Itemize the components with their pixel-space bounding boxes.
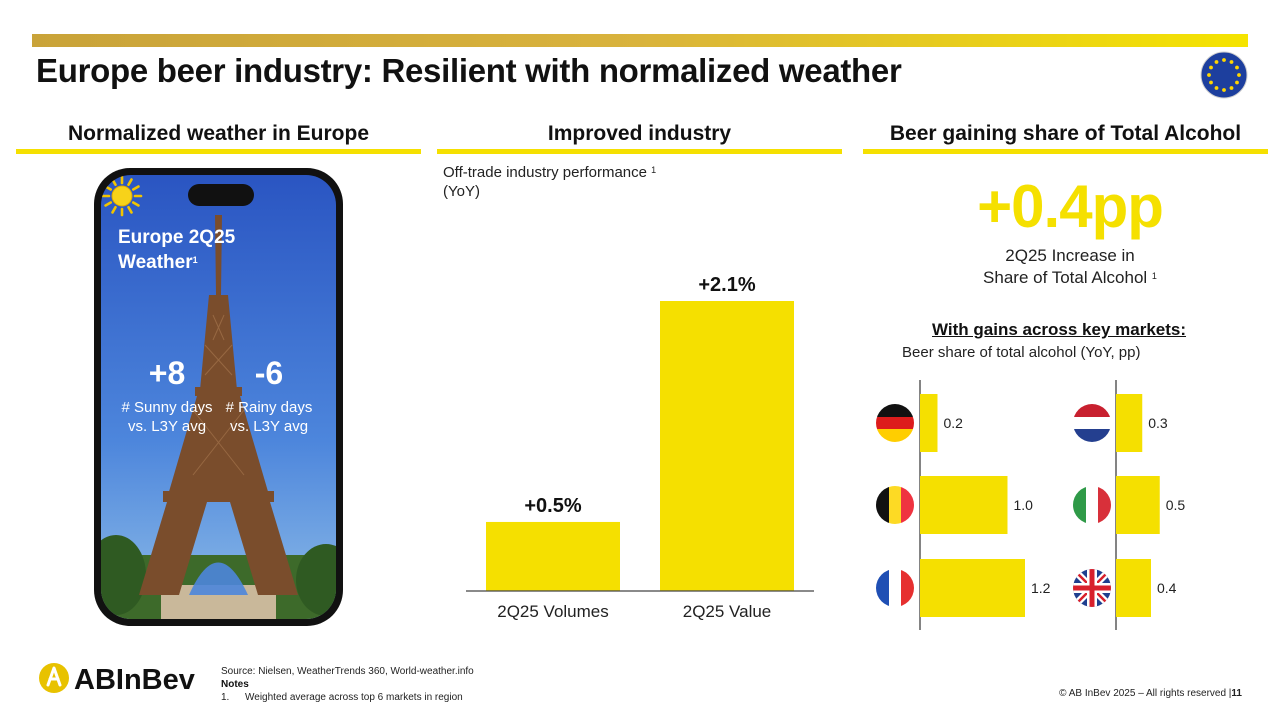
eu-star xyxy=(1237,73,1241,77)
eu-star xyxy=(1209,80,1213,85)
section-title-weather: Normalized weather in Europe xyxy=(67,122,370,145)
page-title: Europe beer industry: Resilient with nor… xyxy=(36,52,902,89)
uk-flag-icon xyxy=(1073,569,1111,607)
svg-text:ABInBev: ABInBev xyxy=(74,664,195,696)
eu-star xyxy=(1235,80,1239,85)
section-rule-industry xyxy=(437,149,842,154)
section-title-industry: Improved industry xyxy=(547,122,732,145)
rainy-days-value: -6 xyxy=(254,355,284,391)
gains-title: With gains across key markets: xyxy=(932,320,1187,339)
eu-star xyxy=(1209,65,1213,70)
industry-bar-value-label: +0.5% xyxy=(524,495,581,517)
eu-star xyxy=(1235,65,1239,70)
netherlands-flag-icon xyxy=(1073,404,1111,442)
sun-ray xyxy=(131,201,140,207)
sun-ray xyxy=(127,205,133,214)
abinbev-logo: ABInBev xyxy=(39,663,195,696)
footnote-1: 1. Weighted average across top 6 markets … xyxy=(221,692,463,703)
top-accent-bar xyxy=(32,34,1248,47)
phone-mockup: Europe 2Q25 Weather1 +8 # Sunny days vs. … xyxy=(94,168,343,626)
sun-ray xyxy=(131,185,140,191)
notes-label: Notes xyxy=(221,679,249,690)
belgium-flag-icon xyxy=(876,486,914,524)
market-bar-value-label: 0.2 xyxy=(944,415,964,431)
market-bar xyxy=(1116,559,1151,617)
industry-bar xyxy=(660,301,794,591)
sunny-days-label: # Sunny days vs. L3Y avg xyxy=(121,399,213,435)
eu-star xyxy=(1214,60,1219,64)
industry-bar-value-label: +2.1% xyxy=(698,274,755,296)
eu-star xyxy=(1214,86,1219,90)
france-flag-icon xyxy=(876,569,914,607)
sun-icon xyxy=(101,175,143,217)
share-increase-desc: 2Q25 Increase in Share of Total Alcohol … xyxy=(983,246,1157,287)
industry-category-label: 2Q25 Value xyxy=(683,602,772,621)
eu-star xyxy=(1207,73,1211,77)
copyright: © AB InBev 2025 – All rights reserved |1… xyxy=(1059,688,1242,699)
market-bar-value-label: 1.0 xyxy=(1014,497,1034,513)
weather-title: Europe 2Q25 Weather1 xyxy=(118,227,236,273)
eiffel-tower-photo xyxy=(101,175,336,619)
market-share-bar-chart: 0.2 1.0 1.2 0.3 0.5 0.4 xyxy=(919,380,1186,630)
market-bar xyxy=(1116,394,1143,452)
sun-ray xyxy=(104,201,113,207)
source-note: Source: Nielsen, WeatherTrends 360, Worl… xyxy=(221,666,474,677)
eu-star xyxy=(1229,86,1234,90)
gains-subtitle: Beer share of total alcohol (YoY, pp) xyxy=(902,344,1141,361)
market-bar xyxy=(1116,476,1160,534)
market-bar-value-label: 0.3 xyxy=(1148,415,1168,431)
sun-ray xyxy=(127,178,133,187)
industry-bar-chart: +0.5% 2Q25 Volumes +2.1% 2Q25 Value xyxy=(466,274,814,621)
eu-star xyxy=(1222,88,1226,92)
market-bar xyxy=(920,476,1008,534)
market-bar-value-label: 0.4 xyxy=(1157,580,1177,596)
rainy-days-label: # Rainy days vs. L3Y avg xyxy=(225,399,313,435)
germany-flag-icon xyxy=(876,404,914,442)
sunny-days-value: +8 xyxy=(148,355,186,391)
sun-ray xyxy=(104,185,113,191)
market-bar-value-label: 0.5 xyxy=(1166,497,1186,513)
industry-chart-subtitle: Off-trade industry performance 1 (YoY) xyxy=(443,164,657,200)
share-increase-value: +0.4pp xyxy=(977,173,1164,240)
sun-ray xyxy=(111,178,117,187)
sun-ray xyxy=(111,205,117,214)
section-rule-weather xyxy=(16,149,421,154)
market-bar xyxy=(920,559,1025,617)
section-rule-share xyxy=(863,149,1268,154)
italy-flag-icon xyxy=(1073,486,1111,524)
market-bar xyxy=(920,394,938,452)
industry-category-label: 2Q25 Volumes xyxy=(497,602,609,621)
industry-bar xyxy=(486,521,620,591)
market-bar-value-label: 1.2 xyxy=(1031,580,1051,596)
eu-star xyxy=(1229,60,1234,64)
dynamic-island xyxy=(188,184,254,206)
section-title-share: Beer gaining share of Total Alcohol xyxy=(889,122,1242,145)
eu-star xyxy=(1222,58,1226,62)
phone-screen: Europe 2Q25 Weather1 +8 # Sunny days vs. … xyxy=(101,175,336,619)
eu-flag-icon xyxy=(1200,51,1248,99)
